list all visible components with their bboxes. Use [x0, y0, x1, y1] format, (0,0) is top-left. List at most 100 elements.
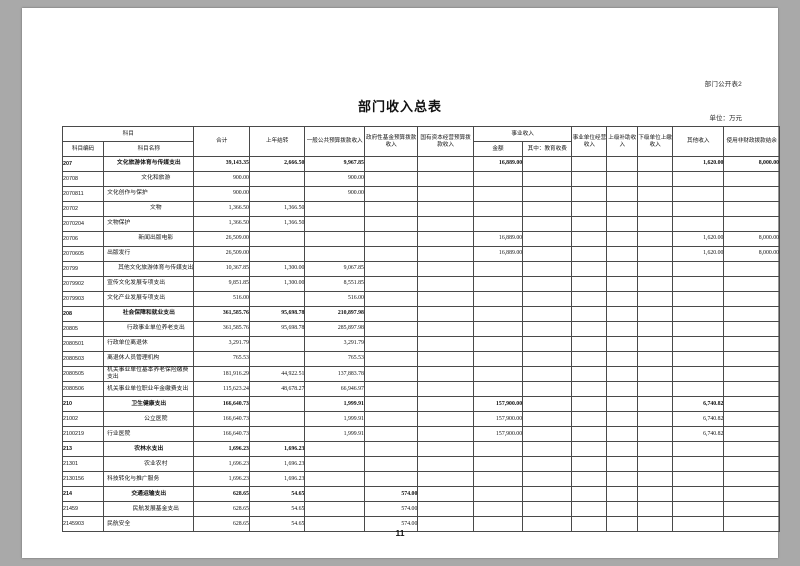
cell-business-income-amount [472, 351, 524, 367]
cell-prev-year-carryover: 1,300.00 [248, 261, 306, 277]
header-business-income-education: 其中：教育收费 [522, 141, 573, 157]
cell-subject-name: 社会保障和就业支出 [103, 306, 195, 322]
cell-business-income-amount [472, 171, 524, 187]
cell-subject-code: 20799 [61, 261, 105, 277]
cell-subordinate-remittance [637, 351, 674, 367]
table-row: 2070204 文物保护 1,366.50 1,366.50 [61, 216, 780, 232]
cell-other-income: 1,620.00 [672, 246, 725, 262]
header-subordinate-remittance: 下级单位上缴收入 [637, 126, 674, 157]
cell-general-public-budget [304, 201, 365, 217]
cell-prev-year-carryover: 44,922.51 [248, 365, 306, 383]
cell-other-income [672, 336, 725, 352]
header-row-2: 科目编码 科目名称 金额 其中：教育收费 [61, 141, 780, 157]
cell-business-unit-operating [571, 365, 608, 383]
cell-subordinate-remittance [637, 501, 674, 518]
header-gov-fund-budget: 政府性基金预算拨款收入 [363, 126, 419, 157]
cell-gov-fund-budget [363, 201, 419, 217]
cell-gov-fund-budget: 574.00 [363, 516, 419, 533]
cell-gov-fund-budget [363, 411, 419, 428]
table-row: 2079903 文化产业发展专项支出 516.00 516.00 [61, 291, 780, 307]
cell-non-fiscal-surplus [723, 426, 780, 443]
header-superior-subsidy: 上级补助收入 [606, 126, 639, 157]
cell-total: 3,291.79 [193, 336, 250, 352]
cell-gov-fund-budget [363, 351, 419, 367]
cell-non-fiscal-surplus [723, 516, 780, 533]
cell-superior-subsidy [606, 291, 639, 307]
cell-subject-code: 20702 [61, 201, 105, 217]
header-row-1: 科目 合计 上年结转 一般公共预算拨款收入 政府性基金预算拨款收入 国有资本经营… [61, 126, 780, 157]
cell-subject-code: 2079902 [61, 276, 105, 292]
cell-other-income [672, 456, 725, 473]
cell-gov-fund-budget [363, 396, 419, 413]
cell-total: 10,367.85 [193, 261, 250, 277]
table-row: 2080505 机关事业单位基本养老保险缴费支出 181,916.29 44,922.… [61, 365, 780, 383]
cell-business-unit-operating [571, 186, 608, 202]
cell-business-unit-operating [571, 291, 608, 307]
cell-prev-year-carryover: 1,696.23 [248, 441, 306, 458]
cell-subject-name: 文化创作与保护 [103, 186, 195, 202]
cell-business-income-amount [472, 276, 524, 292]
cell-gov-fund-budget [363, 381, 419, 398]
cell-other-income [672, 321, 725, 337]
cell-superior-subsidy [606, 501, 639, 518]
header-business-unit-operating: 事业单位经营收入 [571, 126, 608, 157]
cell-state-capital-budget [417, 471, 474, 488]
cell-superior-subsidy [606, 426, 639, 443]
cell-subject-name: 出版发行 [103, 246, 195, 262]
cell-total: 115,623.24 [193, 381, 250, 398]
cell-superior-subsidy [606, 246, 639, 262]
cell-subject-name: 文物 [103, 201, 195, 217]
cell-superior-subsidy [606, 156, 639, 172]
cell-gov-fund-budget [363, 441, 419, 458]
cell-business-unit-operating [571, 171, 608, 187]
cell-state-capital-budget [417, 411, 474, 428]
cell-total: 765.53 [193, 351, 250, 367]
cell-general-public-budget [304, 501, 365, 518]
cell-gov-fund-budget [363, 186, 419, 202]
cell-business-income-amount [472, 471, 524, 488]
cell-subject-name: 农业农村 [103, 456, 195, 473]
cell-superior-subsidy [606, 471, 639, 488]
cell-prev-year-carryover [248, 351, 306, 367]
cell-business-income-education [522, 276, 573, 292]
cell-total: 628.65 [193, 516, 250, 533]
cell-business-income-amount [472, 201, 524, 217]
cell-subject-code: 214 [61, 486, 105, 503]
cell-general-public-budget: 1,999.91 [304, 426, 365, 443]
cell-non-fiscal-surplus [723, 201, 780, 217]
cell-subject-code: 2100219 [61, 426, 105, 443]
cell-business-income-education [522, 201, 573, 217]
cell-subordinate-remittance [637, 471, 674, 488]
cell-other-income [672, 351, 725, 367]
cell-prev-year-carryover: 1,366.50 [248, 216, 306, 232]
cell-gov-fund-budget [363, 426, 419, 443]
cell-subject-code: 20706 [61, 231, 105, 247]
cell-business-income-amount: 157,900.00 [472, 426, 524, 443]
cell-business-income-education [522, 216, 573, 232]
header-non-fiscal-surplus: 使用非财政拨款结余 [723, 126, 780, 157]
cell-subordinate-remittance [637, 396, 674, 413]
cell-subject-name: 宣传文化发展专项支出 [103, 276, 195, 292]
cell-other-income: 6,740.82 [672, 411, 725, 428]
cell-total: 181,916.29 [193, 365, 250, 383]
cell-non-fiscal-surplus [723, 411, 780, 428]
cell-business-unit-operating [571, 201, 608, 217]
cell-prev-year-carryover: 48,678.27 [248, 381, 306, 398]
cell-business-income-amount: 16,889.00 [472, 231, 524, 247]
cell-total: 1,696.23 [193, 471, 250, 488]
cell-subject-name: 其他文化旅游体育与传媒支出 [103, 261, 195, 277]
cell-non-fiscal-surplus [723, 216, 780, 232]
cell-subordinate-remittance [637, 456, 674, 473]
cell-prev-year-carryover: 2,666.50 [248, 156, 306, 172]
header-subject-group: 科目 [61, 126, 195, 142]
cell-other-income [672, 276, 725, 292]
cell-other-income [672, 171, 725, 187]
cell-subordinate-remittance [637, 156, 674, 172]
cell-business-unit-operating [571, 156, 608, 172]
cell-business-income-education [522, 501, 573, 518]
cell-business-income-education [522, 321, 573, 337]
cell-subject-code: 2070811 [61, 186, 105, 202]
cell-subject-name: 文物保护 [103, 216, 195, 232]
cell-subordinate-remittance [637, 365, 674, 383]
cell-non-fiscal-surplus [723, 186, 780, 202]
